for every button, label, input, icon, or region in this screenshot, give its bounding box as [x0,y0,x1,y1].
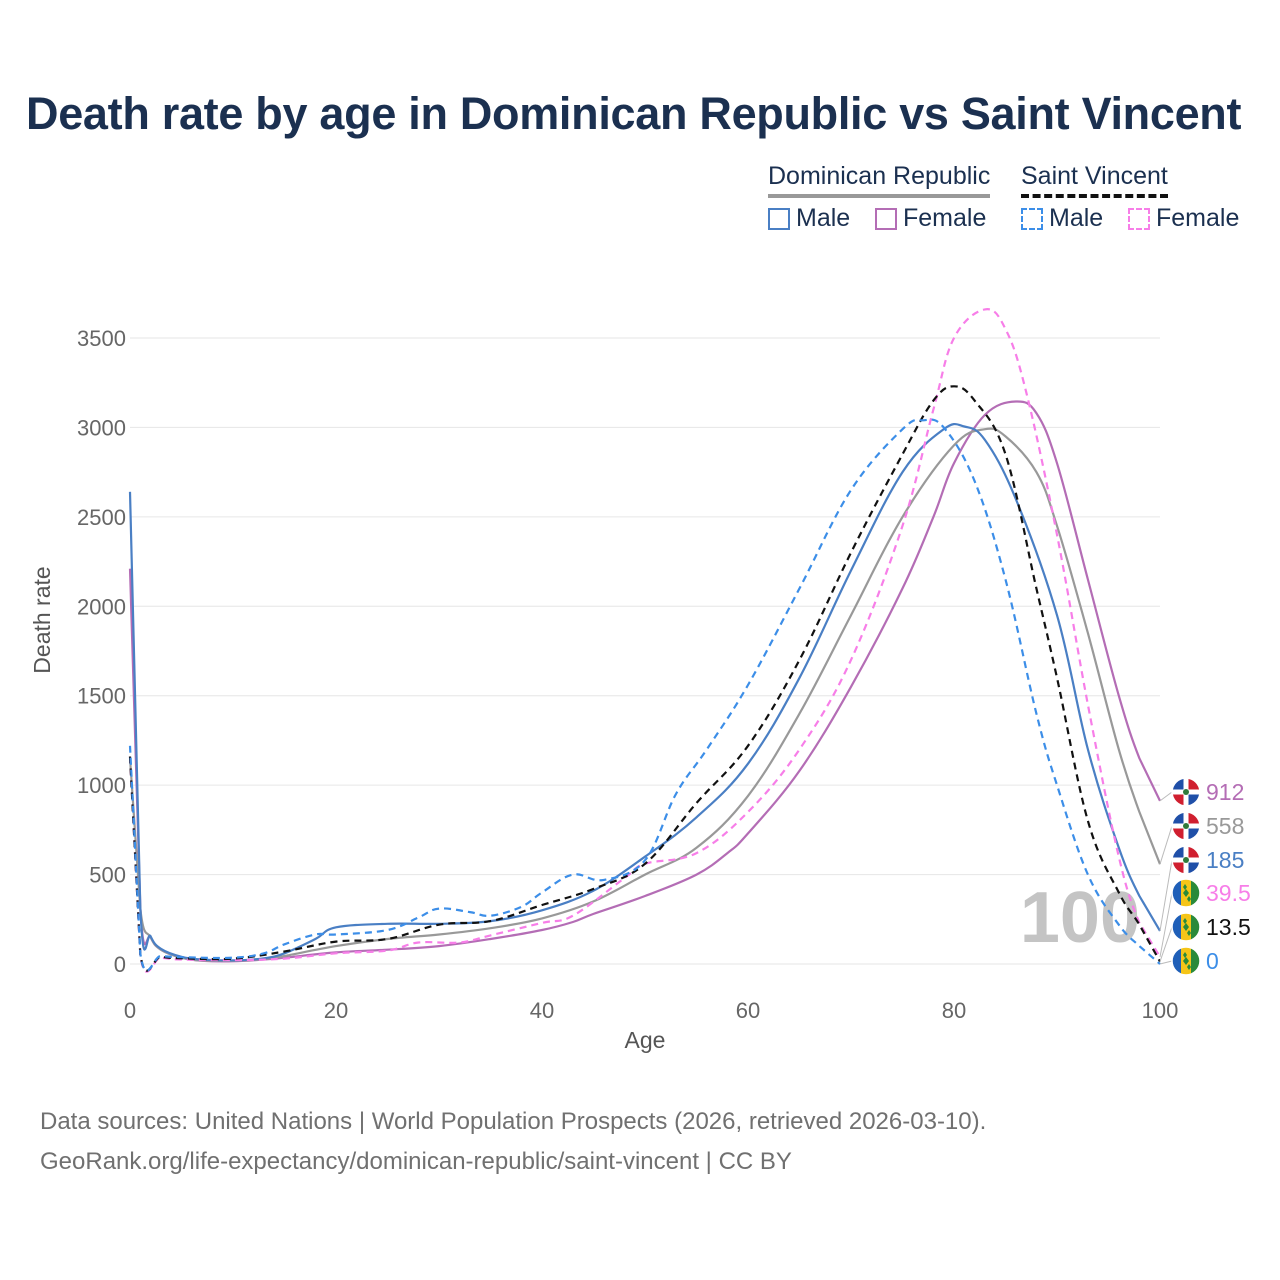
end-labels: 912 558 185 39.5 13.5 0 [1159,777,1251,976]
end-label-connector [1159,859,1173,931]
x-tick-label: 20 [324,998,348,1023]
legend-group-saint-vincent: Saint Vincent [1021,162,1168,198]
series-lines [128,308,1162,973]
legend-swatch-solid-blue [768,207,790,230]
series-line-3[interactable] [128,308,1161,973]
series-line-5[interactable] [128,418,1161,972]
end-label-connector [1159,926,1173,962]
age-overlay-label: 100 [1020,878,1140,958]
end-label-connector [1159,960,1173,965]
saint-vincent-flag-icon [1171,946,1201,976]
dominican-republic-flag-icon [1171,811,1201,841]
end-value-label: 912 [1206,779,1244,805]
x-tick-label: 100 [1142,998,1179,1023]
legend-item-label: Female [1156,204,1240,232]
legend-group-dominican-republic: Dominican Republic [768,162,991,198]
y-tick-label: 3000 [77,415,126,440]
legend-swatch-dashed-pink [1128,207,1150,230]
legend-swatch-dashed-blue [1021,207,1043,230]
y-tick-label: 3500 [77,326,126,351]
x-axis-ticks: 0 20 40 60 80 100 [124,998,1178,1023]
legend-item-dr-female[interactable]: Female [875,204,986,233]
y-tick-label: 2500 [77,505,126,530]
legend-group-label: Dominican Republic [768,162,991,190]
legend-item-sv-male[interactable]: Male [1021,204,1103,233]
end-value-label: 13.5 [1206,914,1251,940]
end-label-connector [1159,791,1173,802]
legend-group-label: Saint Vincent [1021,162,1168,190]
x-tick-label: 80 [942,998,966,1023]
legend-item-sv-female[interactable]: Female [1128,204,1239,233]
legend-item-label: Female [903,204,987,232]
legend-item-label: Male [796,204,851,232]
end-value-label: 185 [1206,847,1244,873]
x-axis-label: Age [625,1027,666,1053]
series-line-2[interactable] [128,422,1161,962]
dominican-republic-flag-icon [1171,845,1201,875]
series-line-1[interactable] [128,427,1162,963]
footer-sources: Data sources: United Nations | World Pop… [40,1108,987,1135]
x-tick-label: 0 [124,998,136,1023]
legend-item-label: Male [1049,204,1104,232]
end-value-label: 558 [1206,813,1244,839]
legend-group-line [768,194,991,198]
y-tick-label: 0 [114,952,126,977]
y-tick-label: 2000 [77,594,126,619]
dominican-republic-flag-icon [1171,777,1201,807]
legend-item-dr-male[interactable]: Male [768,204,850,233]
chart-title: Death rate by age in Dominican Republic … [26,88,1242,139]
grid-lines [130,337,1160,965]
x-tick-label: 40 [530,998,554,1023]
legend-group-line [1021,194,1168,198]
legend-swatch-solid-purple [875,207,897,230]
footer-url[interactable]: GeoRank.org/life-expectancy/dominican-re… [40,1148,792,1175]
x-tick-label: 60 [736,998,760,1023]
end-value-label: 39.5 [1206,880,1251,906]
y-axis-ticks: 0 500 1000 1500 2000 2500 3000 3500 [77,326,126,977]
y-tick-label: 500 [89,863,126,888]
end-label-connector [1159,825,1173,865]
y-tick-label: 1500 [77,684,126,709]
series-line-0[interactable] [128,400,1161,963]
saint-vincent-flag-icon [1171,878,1201,908]
end-value-label: 0 [1206,948,1219,974]
saint-vincent-flag-icon [1171,912,1201,942]
y-axis-label: Death rate [29,566,55,673]
end-label-connector [1159,892,1173,958]
y-tick-label: 1000 [77,773,126,798]
